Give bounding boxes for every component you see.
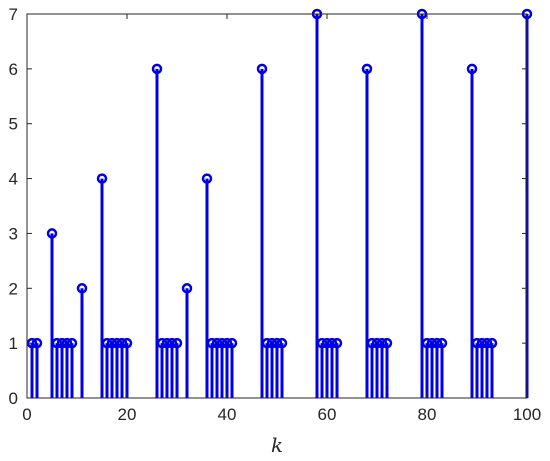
stem-series: [26, 8, 533, 398]
stem-marker: [436, 337, 448, 349]
stem-marker: [46, 228, 58, 239]
y-tick-label: 1: [9, 334, 18, 353]
stem-marker: [151, 63, 163, 75]
y-tick-label: 3: [9, 224, 18, 243]
stem-marker: [66, 337, 78, 349]
stem-marker: [201, 173, 213, 184]
x-tick-label: 20: [118, 405, 137, 424]
stem-marker: [256, 63, 268, 75]
y-tick-label: 4: [9, 170, 18, 189]
stem-marker: [361, 63, 373, 75]
y-tick-label: 0: [9, 389, 18, 408]
axes-frame: [26, 13, 528, 399]
x-axis-label: k: [271, 433, 283, 457]
stem-marker: [226, 337, 238, 349]
y-tick-label: 6: [9, 60, 18, 79]
stem-marker: [96, 173, 108, 184]
x-tick-label: 100: [513, 405, 541, 424]
x-tick-label: 60: [318, 405, 337, 424]
stem-marker: [276, 337, 288, 349]
stem-marker: [181, 283, 193, 294]
x-tick-label: 0: [22, 405, 31, 424]
x-tick-label: 40: [218, 405, 237, 424]
stem-marker: [381, 337, 393, 349]
stem-marker: [486, 337, 498, 349]
stem-marker: [331, 337, 343, 349]
stem-marker: [121, 337, 133, 349]
stem-marker: [76, 283, 88, 294]
y-tick-label: 2: [9, 279, 18, 298]
y-tick-label: 5: [9, 115, 18, 134]
stem-marker: [171, 337, 183, 349]
y-tick-label: 7: [9, 5, 18, 24]
x-tick-label: 80: [418, 405, 437, 424]
stem-marker: [31, 337, 43, 349]
stem-marker: [466, 63, 478, 75]
axis-ticks: 0 20 40 60 80 100 0 1 2 3 4 5 6 7: [9, 5, 542, 424]
